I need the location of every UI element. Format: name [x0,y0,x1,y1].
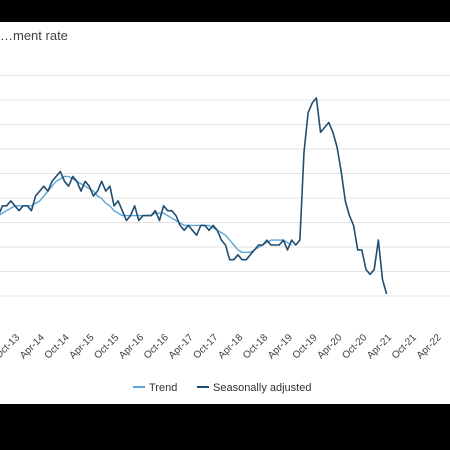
x-tick-label: Apr-14 [18,332,47,361]
x-tick-label: Oct-17 [192,332,221,361]
x-tick-label: Oct-21 [390,332,419,361]
x-tick-label: Oct-18 [241,332,270,361]
x-tick-label: Apr-15 [68,332,97,361]
x-tick-label: Oct-14 [43,332,72,361]
x-tick-label: Apr-20 [316,332,345,361]
x-tick-label: Apr-16 [117,332,146,361]
trend-series [0,175,292,254]
legend: Trend Seasonally adjusted [133,382,311,394]
x-tick-label: Apr-22 [415,332,444,361]
x-tick-label: Oct-16 [142,332,171,361]
legend-trend-label: Trend [149,382,177,394]
gridlines [0,75,450,297]
x-axis-ticks: Oct-13Apr-14Oct-14Apr-15Oct-15Apr-16Oct-… [0,332,444,361]
x-tick-label: Apr-17 [167,332,196,361]
seasonally-adjusted-line [0,97,388,295]
legend-seasonally-adjusted-label: Seasonally adjusted [213,382,311,394]
seasonally-adjusted-series [0,97,388,295]
x-tick-label: Oct-15 [92,332,121,361]
x-tick-label: Oct-20 [340,332,369,361]
x-tick-label: Apr-21 [365,332,394,361]
x-tick-label: Apr-18 [216,332,245,361]
chart-title: …ment rate [0,28,68,43]
chart-frame: …ment rate Oct-13 Apr-14 Oct-14 Apr-15 Oct-1… [0,22,450,404]
x-tick-label: Oct-19 [291,332,320,361]
trend-line [0,175,292,254]
x-tick-label: Oct-13 [0,332,22,361]
x-tick-label: Apr-19 [266,332,295,361]
line-chart: Oct-13Apr-14Oct-14Apr-15Oct-15Apr-16Oct-… [0,75,450,394]
